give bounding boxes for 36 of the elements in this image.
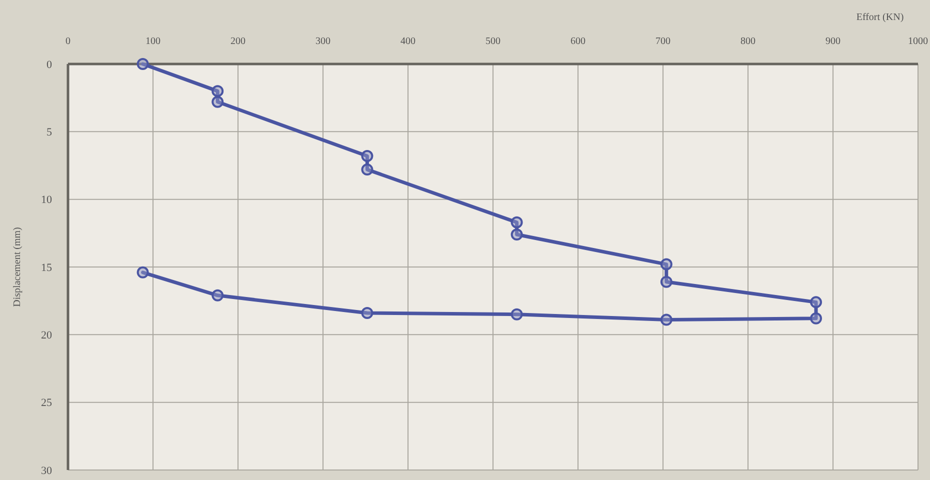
point xyxy=(136,58,149,70)
x-tick-label: 0 xyxy=(66,36,70,47)
x-tick-label: 400 xyxy=(400,36,416,47)
y-tick-label: 25 xyxy=(41,397,52,410)
point xyxy=(361,307,374,320)
x-tick-label: 600 xyxy=(570,36,586,47)
point xyxy=(212,96,224,108)
x-tick-label: 100 xyxy=(146,36,160,47)
point xyxy=(810,312,822,324)
x-tick-label: 800 xyxy=(740,36,756,47)
x-tick-label: 700 xyxy=(656,36,670,47)
y-tick-label: 10 xyxy=(41,194,52,206)
y-tick-label: 5 xyxy=(46,126,52,139)
point xyxy=(660,314,672,326)
x-tick-label: 1000 xyxy=(908,36,928,47)
point xyxy=(660,258,672,270)
point xyxy=(810,296,822,308)
y-tick-label: 30 xyxy=(41,464,52,477)
x-tick-label: 300 xyxy=(316,36,330,47)
point xyxy=(510,308,523,320)
y-tick-label: 15 xyxy=(41,262,52,274)
point xyxy=(510,228,523,241)
point xyxy=(212,289,224,302)
x-axis-title: Effort (KN) xyxy=(856,12,904,23)
point xyxy=(361,164,374,176)
y-tick-label: 0 xyxy=(46,58,52,71)
point xyxy=(136,266,149,278)
y-axis-title: Displacement (mm) xyxy=(12,227,23,307)
point xyxy=(361,150,374,162)
x-tick-label: 500 xyxy=(486,36,500,47)
point xyxy=(212,85,224,98)
x-tick-label: 900 xyxy=(826,36,840,47)
y-tick-label: 20 xyxy=(41,330,52,342)
point xyxy=(660,276,672,288)
x-tick-label: 200 xyxy=(230,36,246,47)
point xyxy=(510,216,523,228)
